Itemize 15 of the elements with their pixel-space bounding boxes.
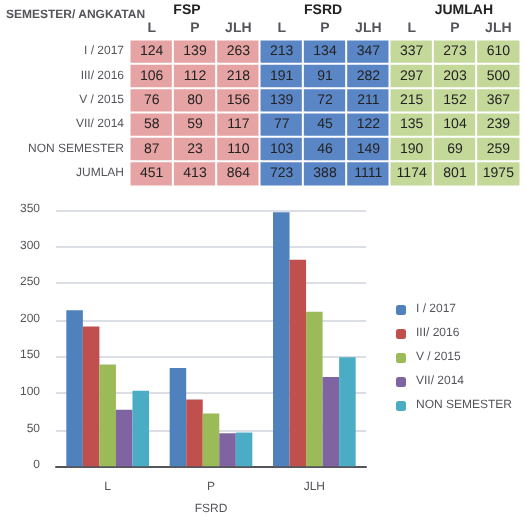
bar bbox=[115, 409, 133, 467]
bar bbox=[186, 399, 203, 467]
bar bbox=[235, 432, 253, 467]
bar bbox=[219, 433, 236, 467]
bar bbox=[322, 376, 340, 467]
bar bbox=[82, 326, 100, 467]
bar bbox=[99, 364, 116, 467]
bar bbox=[202, 413, 220, 467]
bar bbox=[289, 259, 307, 467]
bar bbox=[273, 212, 290, 467]
bar bbox=[66, 310, 83, 467]
bar bbox=[169, 368, 187, 467]
bar bbox=[339, 357, 356, 467]
bar bbox=[132, 390, 149, 467]
bar bbox=[306, 311, 323, 467]
